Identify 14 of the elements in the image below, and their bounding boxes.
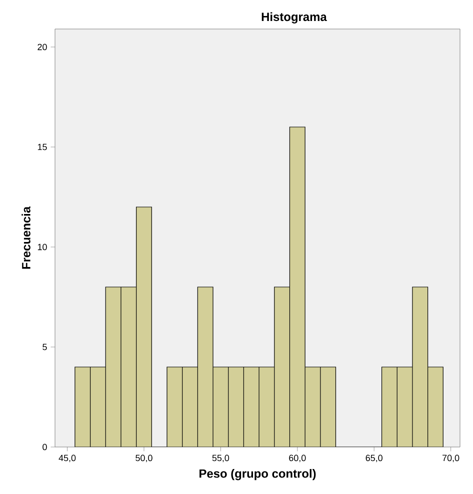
x-tick-label: 45,0: [58, 454, 76, 462]
y-axis-title: Frecuencia: [22, 206, 30, 269]
x-tick-label: 50,0: [136, 454, 152, 462]
chart-title: Histograma: [262, 12, 327, 24]
y-tick-label: 15: [38, 144, 47, 150]
x-tick-label: 65,0: [366, 454, 382, 462]
y-tick-label: 5: [42, 344, 47, 350]
x-axis-title: Peso (grupo control): [200, 469, 316, 480]
x-tick-label: 70,0: [442, 454, 460, 462]
x-tick-label: 60,0: [289, 454, 306, 462]
y-tick-label: 10: [38, 244, 47, 250]
y-tick-label: 0: [42, 444, 47, 450]
y-tick-label: 20: [38, 44, 47, 50]
x-tick-label: 55,0: [212, 454, 230, 462]
